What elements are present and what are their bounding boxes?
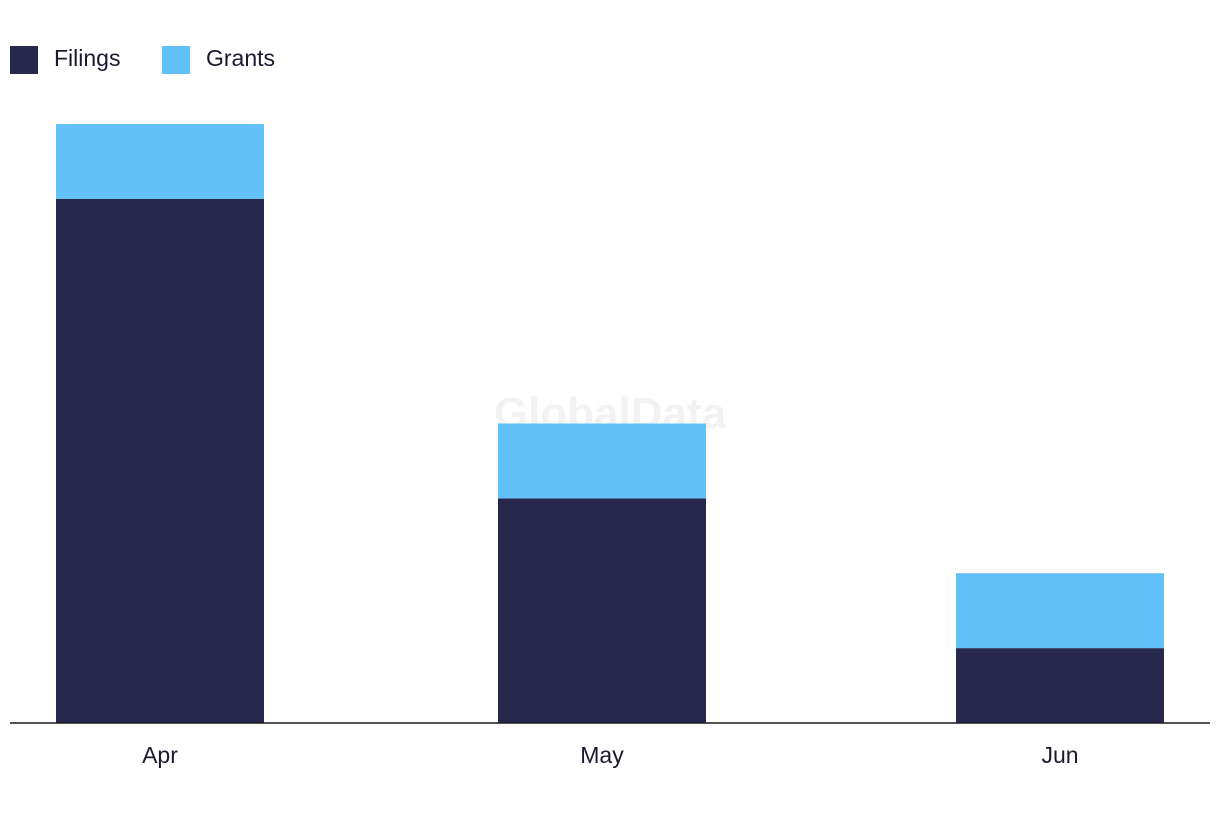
x-tick-label-apr: Apr <box>142 742 178 768</box>
bar-filings-jun <box>956 648 1164 723</box>
legend-swatch-filings <box>10 46 38 74</box>
bar-grants-may <box>498 423 706 499</box>
bar-grants-apr <box>56 124 264 199</box>
bar-filings-apr <box>56 198 264 723</box>
legend: Filings Grants <box>10 45 275 74</box>
x-tick-labels: Apr May Jun <box>142 742 1078 768</box>
x-tick-label-may: May <box>580 742 624 768</box>
legend-label-grants: Grants <box>206 45 275 71</box>
bars <box>56 124 1164 723</box>
legend-swatch-grants <box>162 46 190 74</box>
x-tick-label-jun: Jun <box>1041 742 1078 768</box>
legend-label-filings: Filings <box>54 45 120 71</box>
bar-grants-jun <box>956 573 1164 649</box>
bar-filings-may <box>498 498 706 723</box>
